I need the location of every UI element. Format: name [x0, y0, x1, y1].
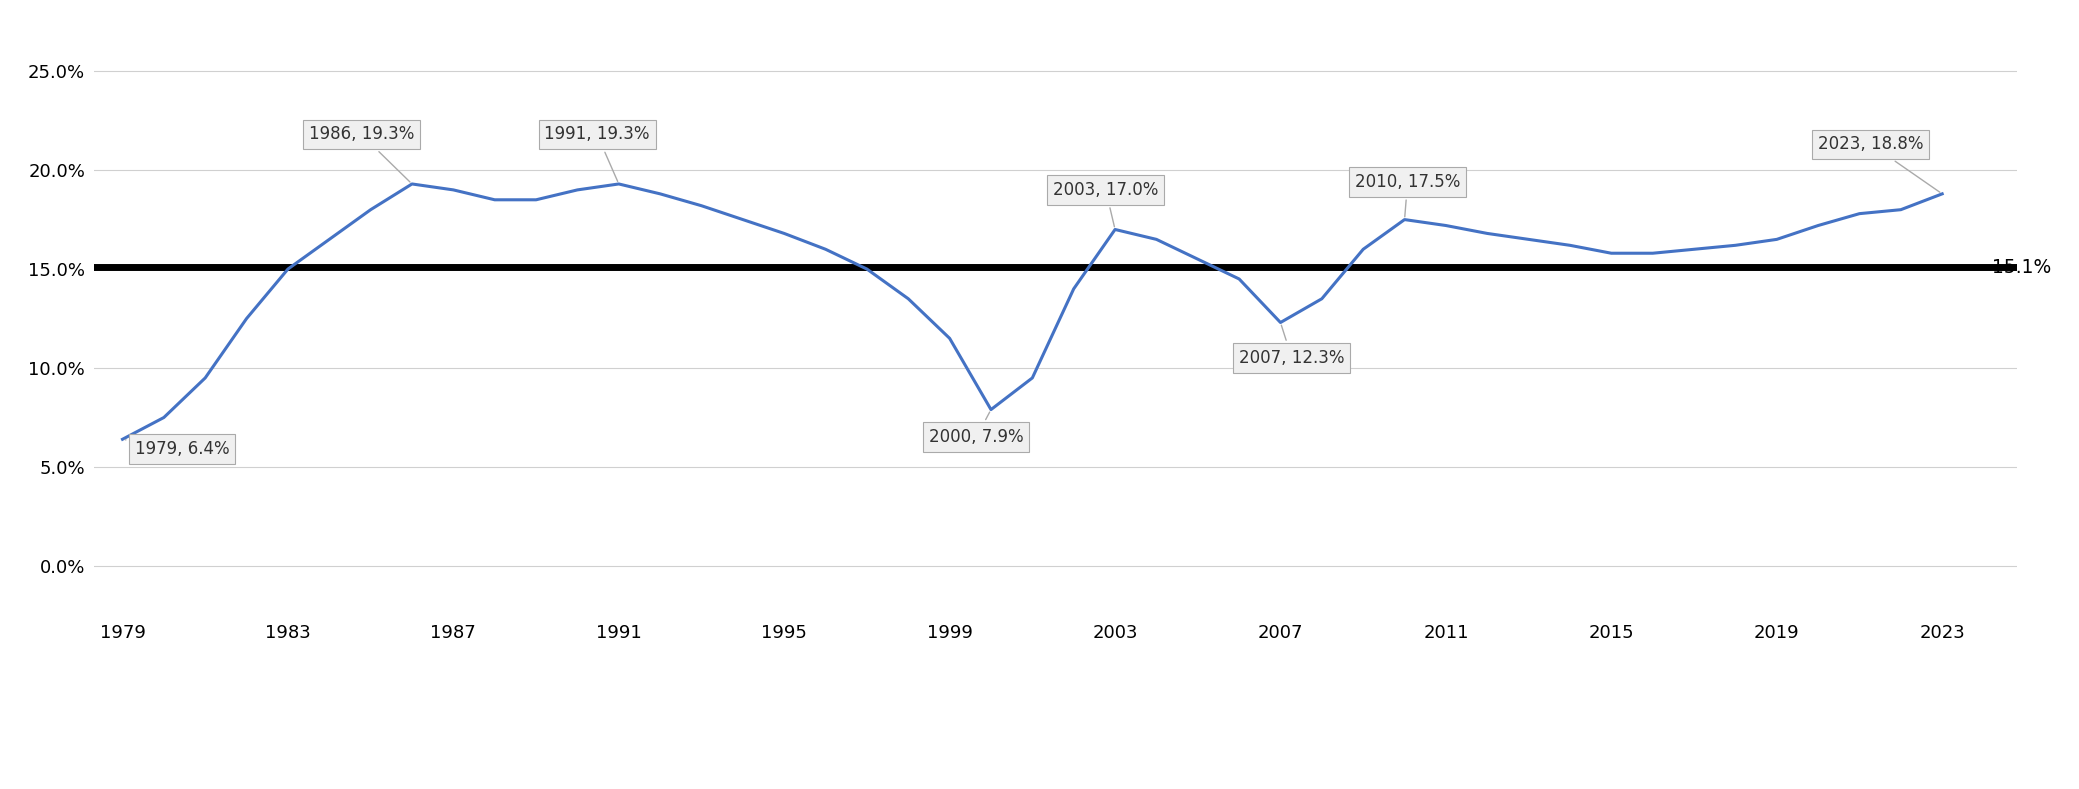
Text: 1991, 19.3%: 1991, 19.3%: [545, 125, 651, 181]
Text: 2010, 17.5%: 2010, 17.5%: [1356, 173, 1459, 217]
Text: 2003, 17.0%: 2003, 17.0%: [1054, 181, 1158, 226]
Text: 2023, 18.8%: 2023, 18.8%: [1819, 136, 1940, 193]
Text: 2007, 12.3%: 2007, 12.3%: [1239, 325, 1345, 367]
Text: 1986, 19.3%: 1986, 19.3%: [308, 125, 414, 182]
Text: 15.1%: 15.1%: [1992, 257, 2052, 277]
Text: 2000, 7.9%: 2000, 7.9%: [929, 412, 1023, 447]
Text: 1979, 6.4%: 1979, 6.4%: [125, 439, 229, 458]
